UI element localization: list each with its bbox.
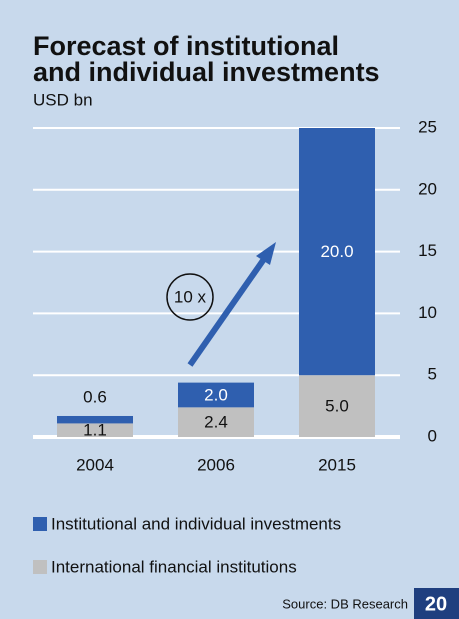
bars	[57, 128, 375, 437]
data-label: 2.4	[204, 413, 228, 432]
annotation-circle	[166, 273, 214, 321]
legend-label: Institutional and individual investments	[51, 514, 341, 533]
y-tick-label: 10	[418, 303, 437, 322]
x-tick-label: 2006	[197, 455, 235, 474]
bar-segment	[178, 382, 254, 408]
legend-swatch	[33, 517, 47, 531]
chart-title: Forecast of institutional	[33, 31, 339, 61]
bar-segment	[57, 415, 133, 424]
page-number-box	[414, 588, 459, 619]
data-label: 2.0	[204, 385, 228, 404]
arrow-shaft	[187, 257, 267, 367]
x-tick-label: 2004	[76, 455, 114, 474]
source: Source: DB Research	[282, 596, 408, 611]
bar-segment	[299, 375, 375, 437]
bar-segment	[57, 423, 133, 437]
annotation: 10 x	[174, 287, 207, 306]
bar-segment	[299, 128, 375, 376]
y-tick-label: 20	[418, 179, 437, 198]
chart-title: and individual investments	[33, 57, 380, 87]
data-label: 1.1	[83, 421, 107, 440]
chart-subtitle: USD bn	[33, 90, 93, 109]
x-tick-label: 2015	[318, 455, 356, 474]
y-tick-label: 5	[428, 365, 437, 384]
bar-segment	[178, 407, 254, 437]
data-label: 20.0	[320, 242, 353, 261]
y-tick-label: 15	[418, 241, 437, 260]
legend-label: International financial institutions	[51, 557, 297, 576]
legend-swatch	[33, 560, 47, 574]
data-label: 5.0	[325, 397, 349, 416]
data-label: 0.6	[83, 387, 107, 406]
arrow-head	[256, 242, 276, 265]
y-tick-label: 0	[428, 426, 437, 445]
y-tick-label: 25	[418, 117, 437, 136]
page-number: 20	[425, 593, 447, 615]
